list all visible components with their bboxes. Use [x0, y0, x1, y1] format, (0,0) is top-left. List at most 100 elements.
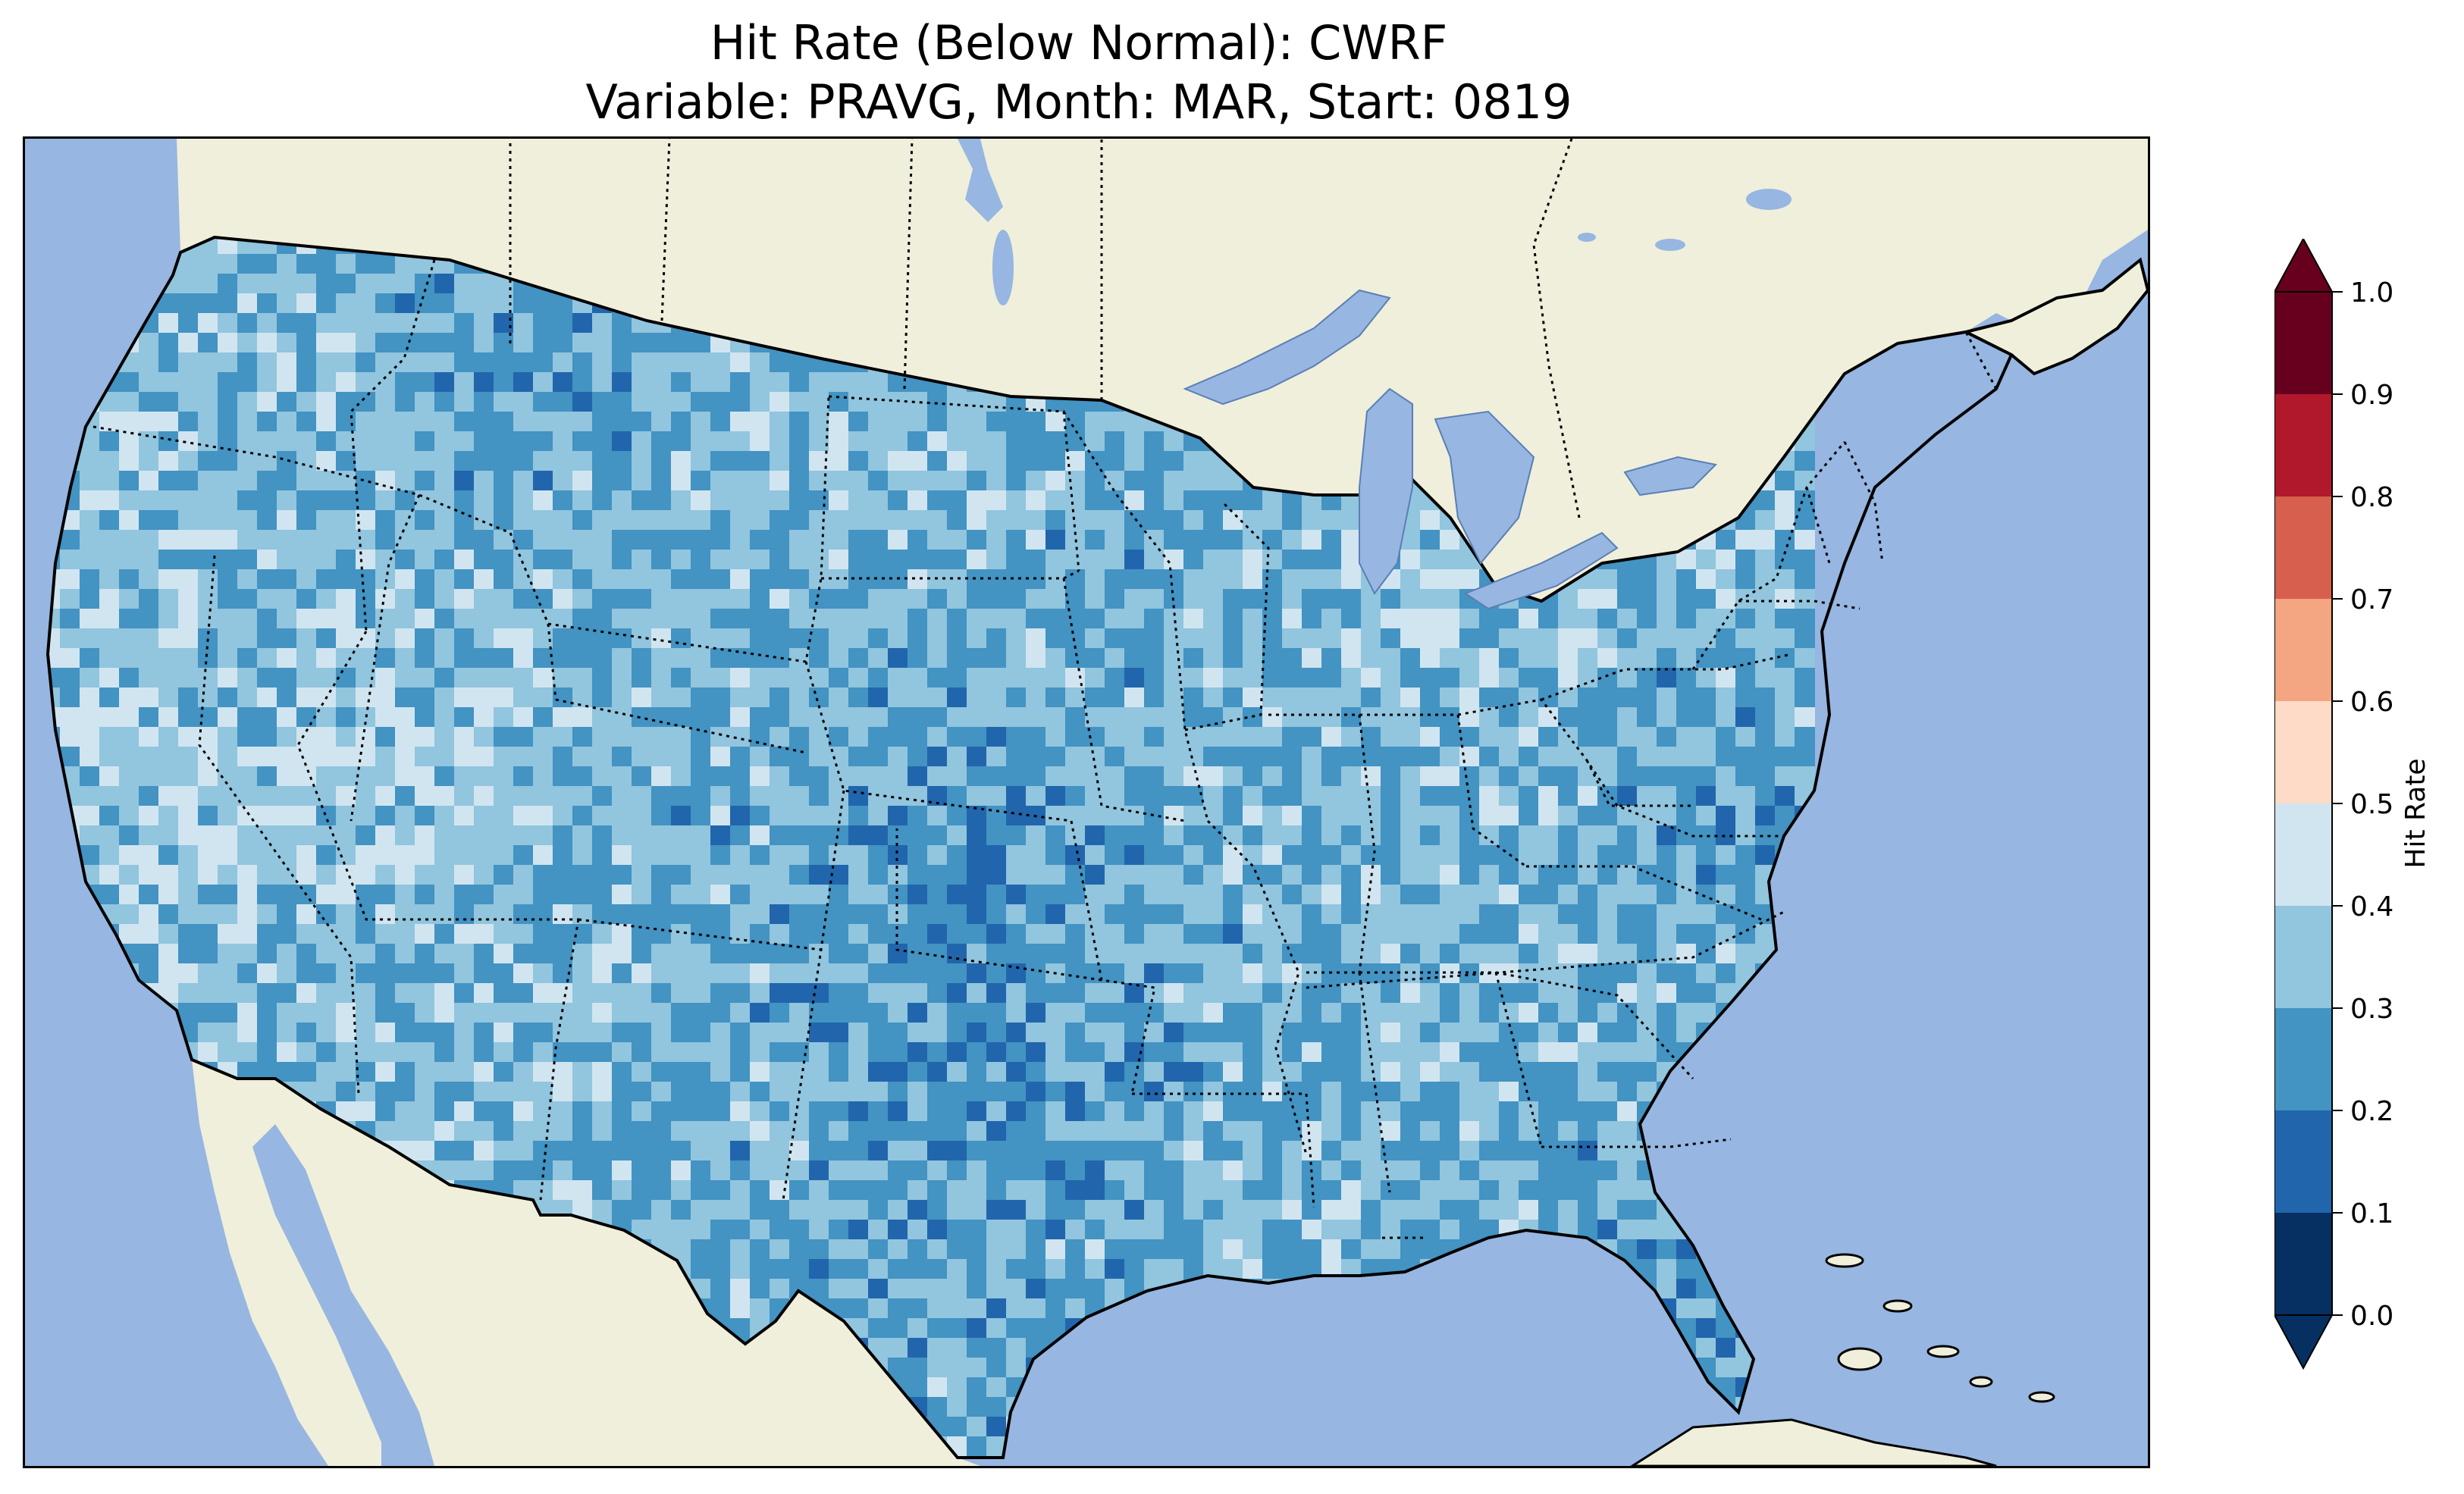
grid-cell: [927, 727, 948, 747]
grid-cell: [1361, 648, 1381, 669]
grid-cell: [848, 1200, 869, 1220]
grid-cell: [1637, 786, 1657, 807]
grid-cell: [947, 904, 967, 925]
grid-cell: [1144, 727, 1165, 747]
grid-cell: [888, 412, 908, 432]
grid-cell: [789, 865, 810, 885]
grid-cell: [375, 589, 396, 609]
grid-cell: [1085, 885, 1105, 905]
grid-cell: [1538, 806, 1559, 826]
grid-cell: [927, 1279, 948, 1299]
grid-cell: [986, 648, 1007, 669]
grid-cell: [1558, 1141, 1578, 1161]
grid-cell: [710, 1298, 731, 1319]
grid-cell: [1262, 1160, 1283, 1181]
grid-cell: [1065, 1259, 1086, 1279]
grid-cell: [1262, 1180, 1283, 1201]
grid-cell: [1420, 924, 1440, 944]
grid-cell: [474, 313, 494, 334]
grid-cell: [572, 687, 593, 708]
grid-cell: [1420, 1042, 1440, 1063]
grid-cell: [1578, 1042, 1598, 1063]
grid-cell: [434, 392, 455, 412]
grid-cell: [671, 1239, 691, 1260]
grid-cell: [1499, 904, 1519, 925]
grid-cell: [572, 766, 593, 787]
grid-cell: [1164, 865, 1184, 885]
grid-cell: [986, 1279, 1007, 1299]
grid-cell: [1558, 825, 1578, 846]
grid-cell: [770, 628, 790, 649]
grid-cell: [848, 1042, 869, 1063]
grid-cell: [1282, 727, 1303, 747]
grid-cell: [770, 1082, 790, 1102]
grid-cell: [1144, 1200, 1165, 1220]
grid-cell: [158, 648, 179, 669]
grid-cell: [671, 431, 691, 452]
grid-cell: [671, 372, 691, 393]
grid-cell: [158, 845, 179, 866]
grid-cell: [848, 1082, 869, 1102]
grid-cell: [237, 707, 258, 728]
grid-cell: [218, 412, 238, 432]
grid-cell: [1065, 628, 1086, 649]
grid-cell: [1499, 825, 1519, 846]
grid-cell: [1538, 865, 1559, 885]
grid-cell: [809, 983, 829, 1004]
grid-cell: [336, 1023, 356, 1043]
grid-cell: [888, 530, 908, 550]
grid-cell: [1203, 687, 1224, 708]
grid-cell: [1124, 885, 1145, 905]
grid-cell: [1105, 747, 1125, 767]
grid-cell: [139, 904, 159, 925]
grid-cell: [1065, 1239, 1086, 1260]
grid-cell: [1065, 431, 1086, 452]
grid-cell: [513, 569, 534, 590]
grid-cell: [336, 766, 356, 787]
grid-cell: [1795, 766, 1815, 787]
grid-cell: [1440, 983, 1460, 1004]
grid-cell: [434, 589, 455, 609]
grid-cell: [710, 1042, 731, 1063]
grid-cell: [809, 924, 829, 944]
grid-cell: [1183, 1023, 1204, 1043]
grid-cell: [1065, 944, 1086, 964]
grid-cell: [395, 865, 415, 885]
grid-cell: [139, 963, 159, 984]
grid-cell: [671, 1220, 691, 1240]
grid-cell: [789, 1200, 810, 1220]
grid-cell: [868, 1062, 889, 1082]
grid-cell: [1617, 569, 1638, 590]
grid-cell: [434, 1003, 455, 1023]
grid-cell: [395, 668, 415, 688]
grid-cell: [1795, 668, 1815, 688]
grid-cell: [1223, 963, 1243, 984]
grid-cell: [1657, 628, 1677, 649]
grid-cell: [218, 569, 238, 590]
grid-cell: [612, 786, 632, 807]
grid-cell: [218, 687, 238, 708]
grid-cell: [1144, 747, 1165, 767]
grid-cell: [1361, 747, 1381, 767]
grid-cell: [1617, 609, 1638, 629]
grid-cell: [770, 963, 790, 984]
grid-cell: [198, 845, 218, 866]
grid-cell: [572, 412, 593, 432]
grid-cell: [1065, 747, 1086, 767]
grid-cell: [474, 983, 494, 1004]
grid-cell: [533, 1062, 553, 1082]
grid-cell: [829, 963, 849, 984]
grid-cell: [178, 885, 199, 905]
grid-cell: [789, 1062, 810, 1082]
grid-cell: [1735, 766, 1756, 787]
grid-cell: [533, 983, 553, 1004]
grid-cell: [829, 786, 849, 807]
grid-cell: [1420, 983, 1440, 1004]
grid-cell: [119, 530, 140, 550]
grid-cell: [1045, 589, 1066, 609]
grid-cell: [1026, 490, 1046, 511]
grid-cell: [710, 1200, 731, 1220]
grid-cell: [1006, 451, 1027, 471]
grid-cell: [730, 1023, 751, 1043]
grid-cell: [1637, 1220, 1657, 1240]
